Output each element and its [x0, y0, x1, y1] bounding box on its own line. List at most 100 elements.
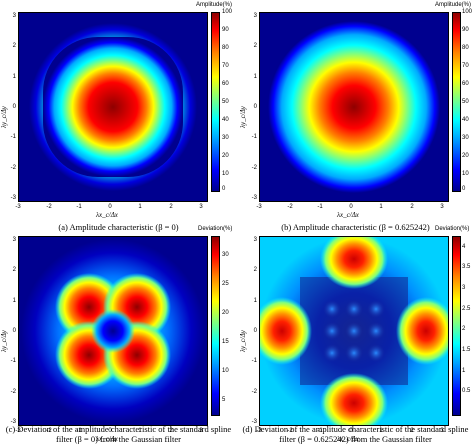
y-tick: -3 — [251, 195, 257, 201]
x-tick: -3 — [256, 428, 262, 434]
y-tick: 2 — [12, 43, 16, 49]
panel-a: Amplitude(%) 100 90 80 70 60 50 40 30 20… — [0, 0, 237, 223]
x-tick: 2 — [169, 428, 173, 434]
caption-b: (b) Amplitude characteristic (β = 0.6252… — [281, 222, 430, 232]
colorbar-tick: 4 — [462, 244, 466, 250]
x-tick: 2 — [410, 204, 414, 210]
colorbar-tick: 30 — [222, 135, 229, 141]
colorbar-tick: 80 — [462, 45, 469, 51]
y-tick: -2 — [251, 165, 257, 171]
x-tick: 3 — [440, 204, 444, 210]
y-tick: 1 — [253, 74, 257, 80]
x-tick: -1 — [317, 204, 323, 210]
heatmap-d — [259, 236, 449, 426]
colorbar-tick: 90 — [222, 27, 229, 33]
y-axis-label: λy_c/Δy — [0, 106, 8, 128]
colorbar-tick: 80 — [222, 45, 229, 51]
colorbar-tick: 20 — [462, 153, 469, 159]
x-tick: 3 — [199, 428, 203, 434]
colorbar-tick: 60 — [462, 81, 469, 87]
y-tick: 0 — [253, 104, 257, 110]
panel-b: Amplitude(%) 100 90 80 70 60 50 40 30 20… — [237, 0, 474, 223]
colorbar-title-c: Deviation(%) — [198, 226, 233, 232]
y-tick: -3 — [10, 419, 16, 425]
colorbar-tick: 25 — [222, 281, 229, 287]
colorbar-tick: 0 — [222, 186, 226, 192]
y-tick: -1 — [10, 134, 16, 140]
x-axis-label: λx_c/Δx — [96, 211, 118, 219]
colorbar-tick: 10 — [462, 171, 469, 177]
x-tick: 2 — [410, 428, 414, 434]
colorbar-tick: 0.5 — [462, 388, 471, 394]
y-axis-label: λy_c/Δy — [239, 330, 247, 352]
x-tick: -2 — [46, 204, 52, 210]
panel-c: Deviation(%) 30 25 20 15 10 5 3 2 1 0 -1… — [0, 224, 237, 447]
colorbar-c — [211, 236, 220, 416]
colorbar-tick: 30 — [462, 135, 469, 141]
x-tick: 2 — [169, 204, 173, 210]
y-tick: -3 — [10, 195, 16, 201]
x-tick: 3 — [199, 204, 203, 210]
colorbar-tick: 90 — [462, 27, 469, 33]
colorbar-tick: 100 — [462, 9, 473, 15]
heatmap-b — [259, 12, 449, 202]
colorbar-tick: 50 — [222, 99, 229, 105]
x-tick: 0 — [108, 428, 112, 434]
colorbar-title-b: Amplitude(%) — [435, 2, 472, 8]
x-tick: 1 — [379, 204, 383, 210]
colorbar-tick: 0 — [462, 186, 466, 192]
x-tick: -3 — [15, 428, 21, 434]
x-tick: 1 — [138, 428, 142, 434]
y-tick: 0 — [253, 328, 257, 334]
colorbar-d — [452, 236, 461, 416]
colorbar-tick: 40 — [462, 117, 469, 123]
y-tick: -1 — [251, 134, 257, 140]
y-tick: 3 — [12, 237, 16, 243]
x-tick: 1 — [379, 428, 383, 434]
y-tick: 0 — [12, 104, 16, 110]
colorbar-tick: 3 — [462, 285, 466, 291]
colorbar-tick: 3.5 — [462, 264, 471, 270]
y-tick: -2 — [10, 165, 16, 171]
panel-d: Deviation(%) 4 3.5 3 2.5 2 1.5 1 0.5 3 2… — [237, 224, 474, 447]
y-tick: 2 — [253, 43, 257, 49]
colorbar-tick: 60 — [222, 81, 229, 87]
y-tick: -1 — [251, 358, 257, 364]
x-axis-label: λx_c/Δx — [337, 435, 359, 443]
y-tick: 1 — [253, 298, 257, 304]
y-tick: -1 — [10, 358, 16, 364]
y-tick: 3 — [253, 237, 257, 243]
x-axis-label: λx_c/Δx — [96, 435, 118, 443]
colorbar-title-d: Deviation(%) — [435, 226, 470, 232]
colorbar-tick: 5 — [222, 397, 226, 403]
y-tick: 3 — [12, 13, 16, 19]
caption-d: (d) Deviation of the amplitude character… — [242, 424, 469, 444]
colorbar-tick: 10 — [222, 368, 229, 374]
y-tick: 0 — [12, 328, 16, 334]
x-tick: -2 — [46, 428, 52, 434]
x-tick: -2 — [287, 428, 293, 434]
colorbar-tick: 70 — [222, 63, 229, 69]
colorbar-tick: 10 — [222, 171, 229, 177]
y-tick: -2 — [251, 389, 257, 395]
colorbar-tick: 50 — [462, 99, 469, 105]
y-tick: 2 — [12, 267, 16, 273]
x-tick: -1 — [76, 428, 82, 434]
y-tick: 2 — [253, 267, 257, 273]
colorbar-tick: 15 — [222, 339, 229, 345]
x-tick: 0 — [349, 204, 353, 210]
x-tick: -1 — [317, 428, 323, 434]
colorbar-tick: 20 — [222, 153, 229, 159]
y-tick: 1 — [12, 298, 16, 304]
colorbar-tick: 1 — [462, 368, 466, 374]
x-tick: -1 — [76, 204, 82, 210]
x-tick: 0 — [108, 204, 112, 210]
colorbar-tick: 70 — [462, 63, 469, 69]
colorbar-tick: 30 — [222, 252, 229, 258]
colorbar-a — [211, 12, 220, 192]
y-tick: -2 — [10, 389, 16, 395]
colorbar-tick: 1.5 — [462, 347, 471, 353]
x-tick: 1 — [138, 204, 142, 210]
x-axis-label: λx_c/Δx — [337, 211, 359, 219]
colorbar-tick: 2 — [462, 326, 466, 332]
